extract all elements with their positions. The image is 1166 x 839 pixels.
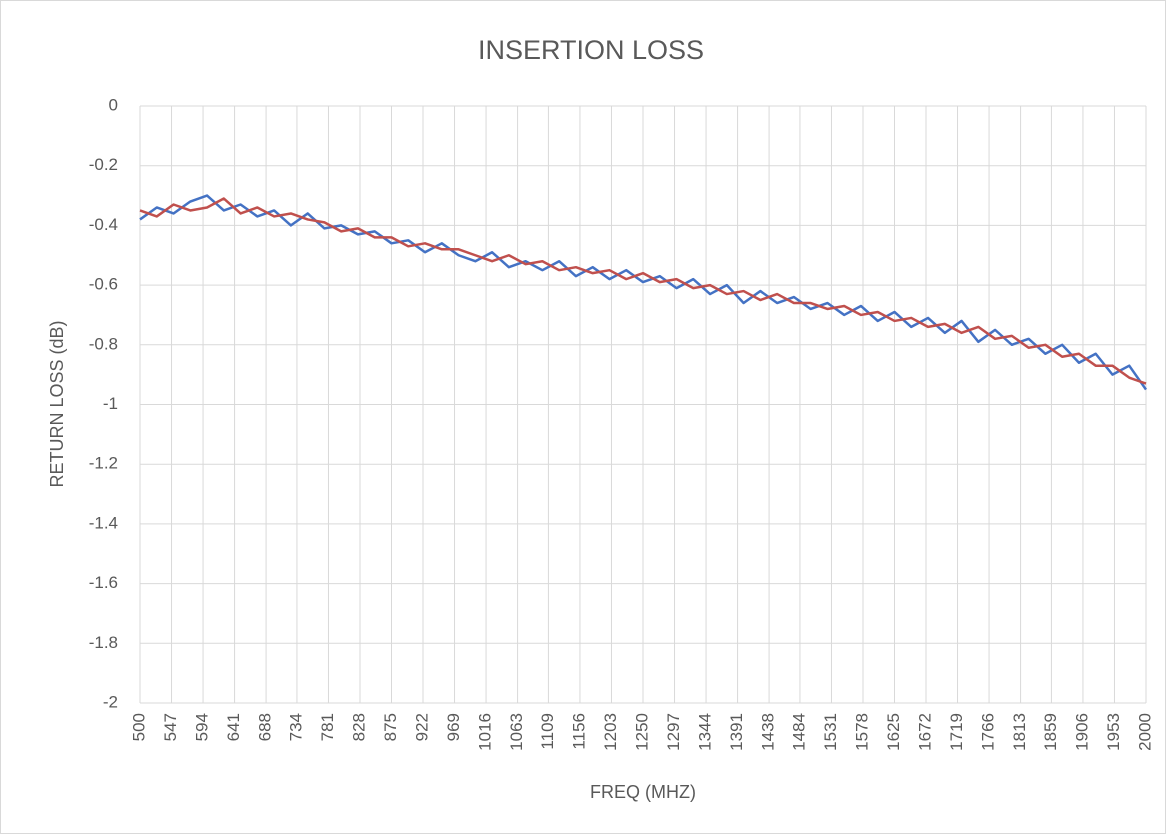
x-tick-label: 1484 — [789, 713, 808, 751]
chart-title: INSERTION LOSS — [478, 35, 704, 65]
x-tick-label: 1578 — [852, 713, 871, 751]
x-tick-label: 1719 — [947, 713, 966, 751]
y-tick-label: -0.6 — [89, 275, 118, 294]
y-tick-label: -0.8 — [89, 334, 118, 353]
y-axis-label: RETURN LOSS (dB) — [47, 320, 67, 487]
data-line — [139, 194, 1148, 391]
x-tick-label: 922 — [413, 713, 432, 741]
x-tick-label: 500 — [129, 713, 148, 741]
x-tick-label: 828 — [349, 713, 368, 741]
x-tick-label: 1063 — [507, 713, 526, 751]
x-tick-label: 1109 — [538, 713, 557, 750]
x-tick-label: 734 — [286, 713, 305, 741]
x-tick-label: 641 — [224, 713, 243, 741]
x-axis-label: FREQ (MHZ) — [590, 782, 696, 802]
y-tick-label: -1.6 — [89, 573, 118, 592]
x-tick-label: 1016 — [476, 713, 495, 751]
y-tick-label: -1.2 — [89, 454, 118, 473]
y-tick-label: -1.4 — [89, 513, 118, 532]
x-tick-label: 1297 — [664, 713, 683, 751]
y-tick-label: -1 — [103, 394, 118, 413]
x-tick-label: 1766 — [979, 713, 998, 751]
x-tick-label: 1344 — [696, 713, 715, 751]
x-tick-label: 1156 — [569, 713, 588, 750]
x-tick-label: 2000 — [1135, 713, 1154, 751]
x-tick-label: 969 — [444, 713, 463, 741]
y-tick-label: -0.4 — [89, 215, 118, 234]
y-tick-label: 0 — [109, 95, 118, 114]
x-tick-label: 875 — [381, 713, 400, 741]
x-tick-label: 1625 — [884, 713, 903, 751]
x-tick-label: 1813 — [1010, 713, 1029, 751]
x-tick-label: 594 — [193, 713, 212, 741]
y-tick-label: -0.2 — [89, 155, 118, 174]
x-tick-label: 1672 — [916, 713, 935, 751]
x-tick-label: 547 — [161, 713, 180, 741]
y-tick-label: -2 — [103, 692, 118, 711]
x-tick-label: 1438 — [759, 713, 778, 751]
x-tick-label: 1391 — [727, 713, 746, 751]
x-tick-label: 1203 — [601, 713, 620, 751]
data-line — [139, 197, 1147, 385]
y-tick-label: -1.8 — [89, 633, 118, 652]
x-tick-label: 1250 — [632, 713, 651, 751]
x-tick-label: 688 — [256, 713, 275, 741]
x-tick-label: 1906 — [1072, 713, 1091, 751]
x-tick-label: 1953 — [1104, 713, 1123, 751]
x-tick-label: 1859 — [1041, 713, 1060, 751]
x-tick-label: 781 — [318, 713, 337, 741]
x-tick-label: 1531 — [821, 713, 840, 751]
